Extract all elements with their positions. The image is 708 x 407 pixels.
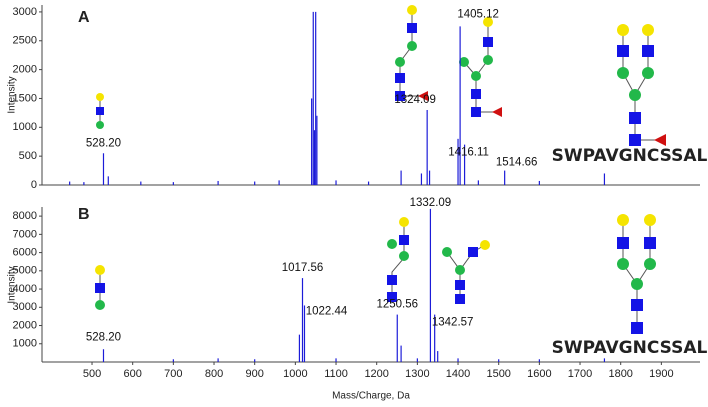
x-tick-label: 500: [83, 368, 101, 380]
x-tick-label: 1900: [649, 368, 673, 380]
x-tick-label: 600: [124, 368, 142, 380]
x-axis-title: Mass/Charge, Da: [332, 391, 410, 402]
peak-label: 528.20: [86, 331, 121, 343]
y-tick-label: 2000: [13, 319, 37, 331]
y-tick-label: 8000: [13, 210, 37, 222]
y-tick-label: 6000: [13, 246, 37, 258]
y-tick-label: 5000: [13, 265, 37, 277]
y-tick-label: 2500: [13, 35, 37, 47]
y-tick-label: 7000: [13, 228, 37, 240]
peak-label: 1405.12: [457, 8, 499, 20]
x-tick-label: 800: [205, 368, 223, 380]
x-tick-label: 1600: [527, 368, 551, 380]
peptide-label: SWPAVGNCSSALR: [552, 338, 708, 358]
y-tick-label: 500: [19, 150, 37, 162]
glycans-a: [96, 5, 666, 146]
peak-label: 1332.09: [410, 197, 452, 209]
y-axis-title: Intensity: [7, 266, 18, 303]
y-tick-label: 0: [31, 179, 37, 191]
y-tick-label: 1000: [13, 338, 37, 350]
x-tick-label: 1500: [486, 368, 510, 380]
y-tick-label: 3000: [13, 6, 37, 18]
peak-label: 1342.57: [432, 317, 474, 329]
peak-label: 1416.11: [448, 147, 489, 159]
peak-label: 1250.56: [376, 299, 418, 311]
x-tick-label: 1000: [283, 368, 307, 380]
peak-label: 1514.66: [496, 157, 538, 169]
panel-label: B: [78, 206, 90, 223]
x-tick-label: 1100: [324, 368, 348, 380]
peptide-label: SWPAVGNCSSALR: [552, 146, 708, 166]
x-tick-label: 1800: [608, 368, 632, 380]
peak-label: 1022.44: [306, 306, 348, 318]
x-tick-label: 700: [164, 368, 182, 380]
y-tick-label: 1000: [13, 121, 37, 133]
y-tick-label: 3000: [13, 301, 37, 313]
peak-label: 528.20: [86, 137, 121, 149]
x-tick-label: 1700: [568, 368, 592, 380]
y-tick-label: 1500: [13, 92, 37, 104]
peak-label: 1017.56: [282, 262, 324, 274]
glycans-b: [95, 214, 656, 334]
x-tick-label: 900: [246, 368, 264, 380]
y-tick-label: 4000: [13, 283, 37, 295]
panel-label: A: [78, 9, 90, 26]
x-tick-label: 1400: [446, 368, 470, 380]
x-tick-label: 1200: [364, 368, 388, 380]
x-tick-label: 1300: [405, 368, 429, 380]
peak-label: 1324.09: [394, 94, 436, 106]
y-tick-label: 2000: [13, 64, 37, 76]
y-axis-title: Intensity: [7, 76, 18, 113]
